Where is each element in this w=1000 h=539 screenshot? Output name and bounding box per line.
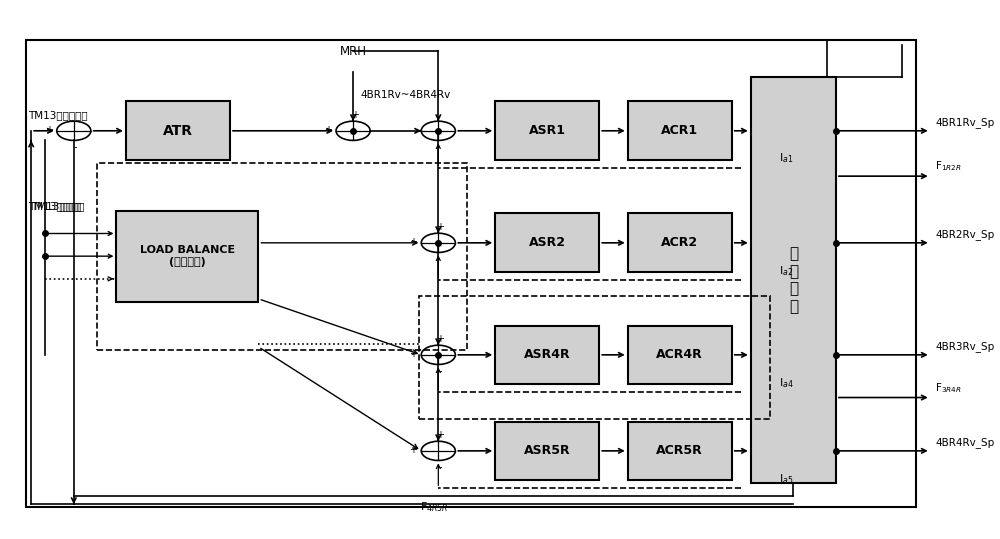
Text: I$_{a5}$: I$_{a5}$ <box>779 472 794 486</box>
Text: 4BR1Rv_Sp: 4BR1Rv_Sp <box>935 117 995 128</box>
Text: ASR4R: ASR4R <box>524 348 571 361</box>
Bar <box>628 213 732 272</box>
Text: +: + <box>409 349 417 359</box>
Text: TM13张力反馈: TM13张力反馈 <box>28 201 82 211</box>
Text: +: + <box>436 334 444 344</box>
Text: F$_{1R2R}$: F$_{1R2R}$ <box>935 160 962 174</box>
Bar <box>116 211 258 301</box>
Text: F$_{3R4R}$: F$_{3R4R}$ <box>935 381 962 395</box>
Text: -: - <box>438 462 442 472</box>
Bar <box>495 213 599 272</box>
Text: +: + <box>45 125 53 135</box>
Bar <box>495 326 599 384</box>
Text: -: - <box>459 125 463 135</box>
Text: 4BR3Rv_Sp: 4BR3Rv_Sp <box>935 341 995 352</box>
Text: I$_{a1}$: I$_{a1}$ <box>779 151 794 165</box>
Text: MRH: MRH <box>340 45 367 58</box>
Text: ACR5R: ACR5R <box>656 444 703 458</box>
Text: I$_{a2}$: I$_{a2}$ <box>779 264 793 278</box>
Text: ASR1: ASR1 <box>529 125 566 137</box>
Text: ACR4R: ACR4R <box>656 348 703 361</box>
Bar <box>495 421 599 480</box>
Bar <box>628 326 732 384</box>
Text: +: + <box>436 222 444 232</box>
Text: ACR2: ACR2 <box>661 236 698 250</box>
Bar <box>126 101 230 160</box>
Text: ACR1: ACR1 <box>661 125 698 137</box>
Bar <box>419 296 770 419</box>
Text: -: - <box>438 366 442 376</box>
Bar <box>628 101 732 160</box>
Bar <box>751 78 836 483</box>
Text: 张
力
对
象: 张 力 对 象 <box>789 246 798 314</box>
Text: 4BR1Rv~4BR4Rv: 4BR1Rv~4BR4Rv <box>360 90 450 100</box>
Text: ATR: ATR <box>163 124 193 138</box>
Text: ASR5R: ASR5R <box>524 444 571 458</box>
Text: TM13张力设定值: TM13张力设定值 <box>28 110 88 120</box>
Text: 4BR2Rv_Sp: 4BR2Rv_Sp <box>935 229 995 240</box>
Text: 4BR4Rv_Sp: 4BR4Rv_Sp <box>935 437 995 448</box>
Text: ASR2: ASR2 <box>529 236 566 250</box>
Text: +: + <box>351 109 359 120</box>
Bar <box>628 421 732 480</box>
Text: TM13张力反馈: TM13张力反馈 <box>31 201 85 211</box>
Text: F$_{4R5R}$: F$_{4R5R}$ <box>420 501 448 514</box>
Text: +: + <box>409 237 417 247</box>
Bar <box>97 163 467 349</box>
Text: LOAD BALANCE
(负载平衡): LOAD BALANCE (负载平衡) <box>140 245 235 267</box>
Text: -: - <box>74 142 77 152</box>
Text: I$_{a4}$: I$_{a4}$ <box>779 376 794 390</box>
Bar <box>495 101 599 160</box>
Text: +: + <box>409 445 417 455</box>
Text: +: + <box>436 430 444 440</box>
Bar <box>26 40 916 507</box>
Text: +: + <box>324 125 332 135</box>
